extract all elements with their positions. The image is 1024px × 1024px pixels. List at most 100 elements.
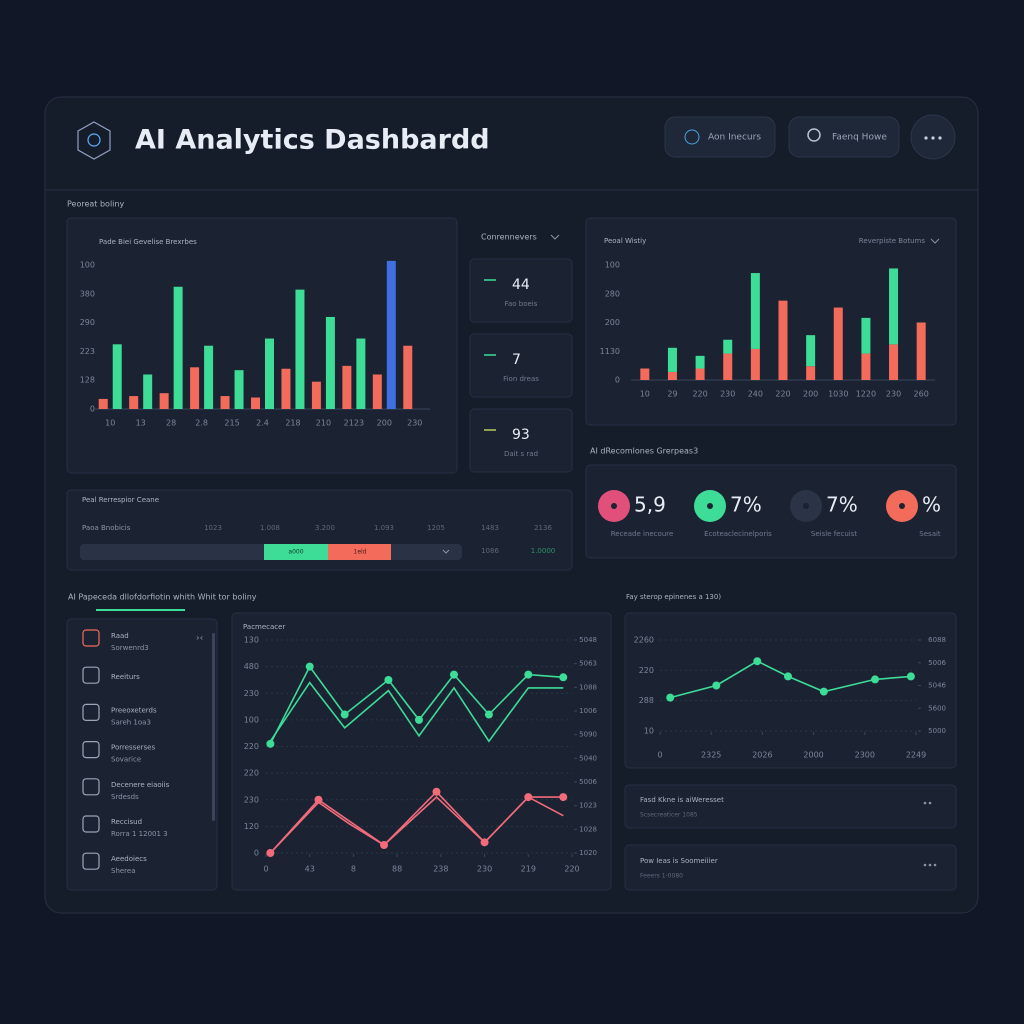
bar [356, 338, 366, 409]
list-subtitle: Sorwenrd3 [111, 644, 149, 652]
column-label: 1.008 [260, 524, 280, 532]
x-tick-label: 2000 [803, 751, 823, 760]
y2-tick-label: 1020 [579, 849, 597, 857]
y-tick-label: 0 [254, 849, 259, 858]
y2-tick-label: 5600 [928, 704, 946, 712]
bar [204, 345, 214, 409]
bar [112, 344, 122, 409]
column-label: 1086 [481, 547, 499, 555]
list-icon [82, 629, 100, 647]
y-tick-label: 288 [639, 696, 654, 705]
x-tick-label: 260 [914, 390, 929, 399]
button[interactable] [788, 116, 900, 158]
x-tick-label: 13 [136, 419, 146, 428]
y2-tick-label: 6088 [928, 636, 946, 644]
x-tick-label: 200 [803, 390, 818, 399]
column-label: 2136 [534, 524, 552, 532]
point [784, 672, 792, 681]
line [269, 681, 564, 743]
y-tick-label: 100 [605, 261, 620, 270]
rec-value: % [922, 493, 941, 517]
point [906, 672, 915, 681]
y-tick-label: 1130 [600, 347, 620, 356]
button-icon [684, 129, 700, 145]
rec-value: 5,9 [634, 493, 666, 517]
button[interactable] [664, 116, 776, 158]
bar [861, 317, 871, 354]
rec-label: Receade inecoure [611, 530, 674, 538]
x-tick-label: 220 [692, 390, 707, 399]
point [415, 715, 423, 724]
list-subtitle: Rorra 1 12001 3 [111, 830, 168, 838]
x-tick-label: 210 [316, 419, 331, 428]
x-tick-label: 1220 [856, 390, 876, 399]
bar [667, 371, 677, 380]
kpi-value: 93 [512, 427, 530, 443]
point [559, 793, 568, 802]
bar [295, 289, 305, 409]
chart-title: Fay sterop epinenes a 130) [626, 593, 721, 601]
search-icon [807, 128, 821, 142]
bar [640, 368, 650, 380]
bar [143, 374, 153, 409]
rec-value: 7% [730, 493, 762, 517]
x-tick-label: 0 [263, 865, 268, 874]
card-subtitle: Scsecreaticer 1085 [640, 812, 698, 819]
bar [372, 374, 382, 409]
y-tick-label: 200 [605, 318, 620, 327]
kpi-card [469, 333, 573, 398]
rec-label: Ecoteaclecinelporis [704, 530, 772, 538]
y-tick-label: 230 [244, 689, 259, 698]
chevron [930, 238, 940, 244]
y2-tick-label: 5046 [928, 682, 946, 690]
x-tick-label: 43 [305, 865, 315, 874]
bar [667, 347, 677, 372]
y2-tick-label: 1006 [579, 707, 597, 715]
panel [231, 612, 612, 891]
list-title: Raad [111, 632, 129, 640]
progress-segment [328, 544, 391, 560]
bar [889, 344, 899, 380]
panel [66, 217, 458, 474]
row-label: Paoa Bnobicis [82, 524, 131, 532]
x-tick-label: 88 [392, 865, 402, 874]
column-label: 1023 [204, 524, 222, 532]
y-tick-label: 223 [80, 347, 95, 356]
button-label: Aon Inecurs [708, 133, 761, 143]
list-icon [82, 778, 100, 796]
close-icon[interactable]: ›‹ [196, 634, 203, 644]
x-tick-label: 230 [886, 390, 901, 399]
y-tick-label: 2260 [634, 636, 654, 645]
bar [778, 300, 788, 380]
x-tick-label: 2026 [752, 751, 772, 760]
x-tick-label: 29 [667, 390, 677, 399]
y-tick-label: 230 [244, 795, 259, 804]
column-label: 1.093 [374, 524, 394, 532]
button-label: Faenq Howe [832, 133, 887, 143]
panel [624, 844, 957, 891]
panel [624, 784, 957, 829]
progress-segment [264, 544, 328, 560]
y2-tick-label: 5090 [579, 731, 597, 739]
panel [624, 612, 957, 769]
x-tick-label: 220 [775, 390, 790, 399]
list-title: Reeiturs [111, 673, 140, 681]
point [449, 670, 458, 679]
bar [403, 345, 413, 409]
x-tick-label: 2249 [906, 751, 926, 760]
y2-tick-label: 5000 [928, 727, 946, 735]
app-title: AI Analytics Dashbardd [135, 125, 490, 156]
scrollbar [212, 633, 215, 821]
bar [173, 286, 183, 409]
x-tick-label: 200 [377, 419, 392, 428]
point [666, 693, 675, 702]
chevron [442, 549, 450, 554]
line [269, 796, 564, 854]
list-icon [82, 852, 100, 870]
chart-subtitle: Reverpiste Botums [859, 237, 926, 245]
chart-title: Pacmecacer [243, 623, 285, 631]
kpi-label: Fao boeis [505, 300, 538, 308]
chart-title: Pade Biei Gevelise Brexrbes [99, 238, 197, 246]
rec-label: Sesait [919, 530, 941, 538]
